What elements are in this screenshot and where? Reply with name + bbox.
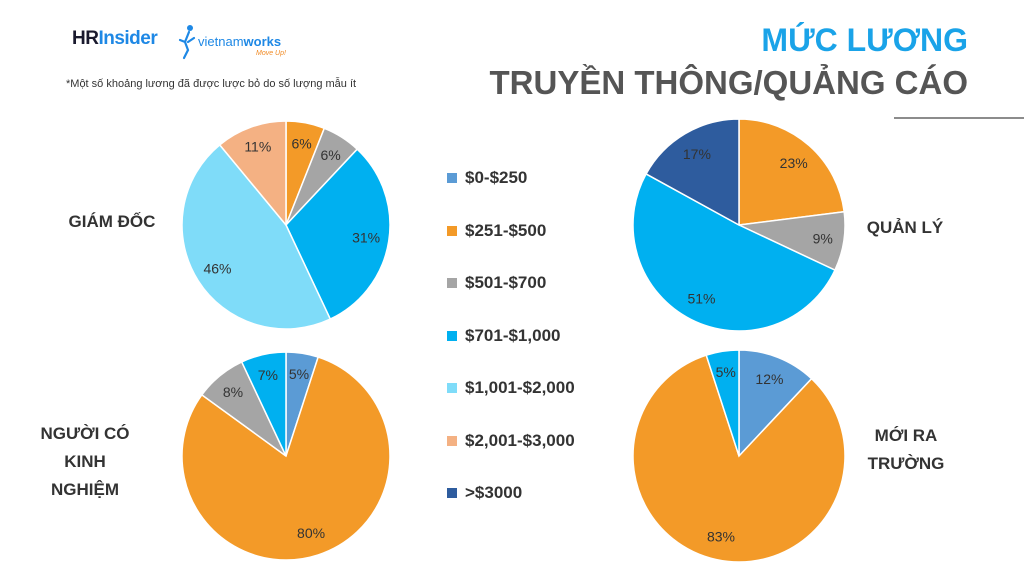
legend-label: $701-$1,000 (465, 325, 561, 345)
legend-item: >$3000 (447, 467, 575, 520)
legend-swatch (447, 173, 457, 184)
slice-label: 80% (297, 525, 325, 541)
pie-slice (285, 148, 391, 321)
legend-label: $0-$250 (465, 168, 528, 188)
slice-label: 9% (813, 230, 833, 246)
slice-label: 23% (780, 155, 808, 171)
title-divider (894, 117, 1024, 119)
pie-slice (645, 118, 740, 227)
page-title: MỨC LƯƠNG (761, 22, 968, 58)
hr-insider-logo: HRInsider (72, 28, 158, 49)
legend-swatch (447, 435, 457, 446)
pie-slice (738, 349, 813, 458)
slice-label: 12% (755, 371, 783, 387)
slice-label: 46% (203, 260, 231, 276)
legend-item: $251-$500 (447, 205, 575, 258)
legend-label: $501-$700 (465, 273, 547, 293)
slice-label: 11% (244, 139, 271, 155)
pie-slice (705, 349, 740, 457)
vietnamworks-logo: vietnamworks Move Up! (176, 22, 296, 62)
pie-slice (632, 354, 846, 563)
legend-item: $501-$700 (447, 257, 575, 310)
slice-label: 5% (289, 366, 309, 382)
slice-label: 83% (707, 529, 735, 545)
legend-swatch (447, 330, 457, 341)
legend-swatch (447, 383, 457, 394)
slice-label: 31% (352, 230, 380, 246)
legend-swatch (447, 225, 457, 236)
legend-label: $2,001-$3,000 (465, 430, 575, 450)
legend-item: $0-$250 (447, 152, 575, 205)
legend-item: $1,001-$2,000 (447, 362, 575, 415)
slice-label: 8% (223, 384, 243, 400)
pie-slice (632, 172, 836, 332)
slice-label: 5% (716, 364, 736, 380)
legend-swatch (447, 278, 457, 289)
slice-label: 6% (320, 147, 340, 163)
slice-label: 6% (291, 135, 311, 151)
slice-label: 7% (258, 367, 278, 383)
pie-slice (240, 351, 287, 457)
legend-item: $701-$1,000 (447, 310, 575, 363)
legend-label: $1,001-$2,000 (465, 378, 575, 398)
footnote: *Một số khoảng lương đã được lược bỏ do … (66, 78, 357, 90)
slice-label: 51% (687, 291, 715, 307)
slice-label: 17% (683, 146, 711, 162)
chart-title-quan-ly: QUẢN LÝ (866, 218, 944, 237)
chart-title-moi-ra-truong: MỚI RA TRƯỜNG (867, 426, 945, 473)
pie-slice (181, 356, 391, 561)
legend-label: >$3000 (465, 483, 523, 503)
page-subtitle: TRUYỀN THÔNG/QUẢNG CÁO (489, 64, 969, 101)
chart-title-giam-doc: GIÁM ĐỐC (68, 212, 156, 231)
legend-swatch (447, 488, 457, 499)
legend: $0-$250 $251-$500 $501-$700 $701-$1,000 $1,0… (447, 152, 575, 520)
pie-slice (738, 118, 846, 226)
legend-label: $251-$500 (465, 220, 547, 240)
pie-slice (181, 143, 332, 330)
legend-item: $2,001-$3,000 (447, 415, 575, 468)
chart-title-nguoi-co-kinh-nghiem: NGƯỜI CÓ KINH NGHIỆM (40, 424, 130, 499)
pie-slice (218, 120, 287, 228)
runner-figure-icon (178, 25, 196, 60)
